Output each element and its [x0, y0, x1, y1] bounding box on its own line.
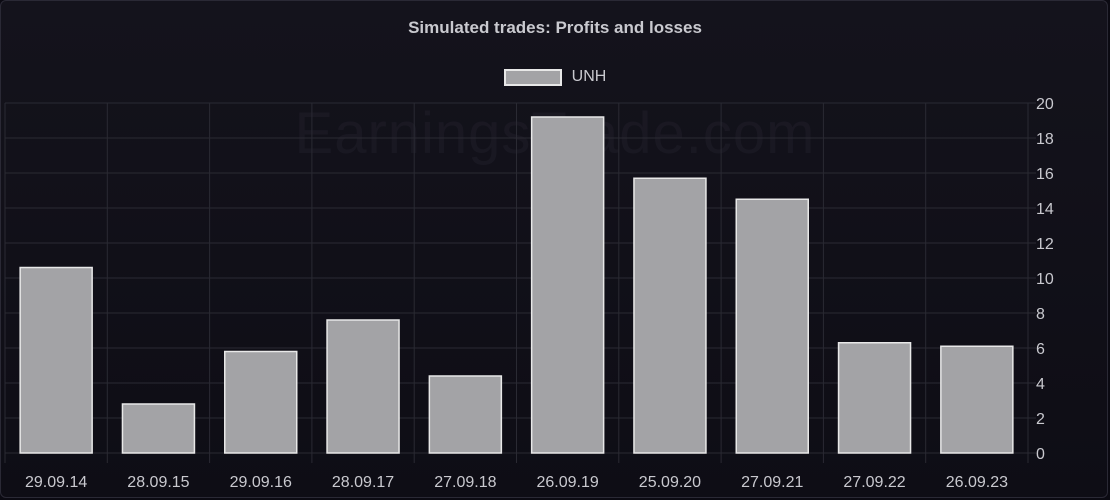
bar[interactable] [224, 350, 298, 454]
x-tick-label: 25.09.20 [639, 474, 701, 491]
bar[interactable] [326, 319, 400, 454]
bar[interactable] [837, 342, 912, 454]
y-axis-ticks: 0 2 4 6 8 10 12 14 16 18 20 [1036, 96, 1054, 463]
bar[interactable] [19, 266, 93, 454]
y-tick-label: 18 [1036, 131, 1054, 148]
chart-title: Simulated trades: Profits and losses [408, 18, 702, 37]
bar[interactable] [428, 375, 503, 454]
y-tick-label: 6 [1036, 341, 1045, 358]
x-tick-label: 29.09.16 [230, 474, 292, 491]
x-tick-label: 26.09.19 [537, 474, 599, 491]
bar[interactable] [940, 345, 1014, 454]
y-tick-label: 0 [1036, 446, 1045, 463]
bar[interactable] [530, 116, 605, 454]
y-tick-label: 8 [1036, 306, 1045, 323]
bars [19, 116, 1014, 454]
y-tick-label: 12 [1036, 236, 1054, 253]
y-tick-label: 10 [1036, 271, 1054, 288]
bar[interactable] [735, 198, 809, 454]
bar[interactable] [633, 177, 707, 454]
y-tick-label: 14 [1036, 201, 1054, 218]
x-tick-label: 27.09.22 [843, 474, 905, 491]
bar[interactable] [121, 403, 196, 454]
x-tick-label: 27.09.18 [434, 474, 496, 491]
x-tick-label: 28.09.17 [332, 474, 394, 491]
y-tick-label: 20 [1036, 96, 1054, 113]
legend-swatch[interactable] [503, 68, 562, 86]
legend-label[interactable]: UNH [571, 68, 607, 85]
y-tick-label: 16 [1036, 166, 1054, 183]
x-tick-label: 28.09.15 [127, 474, 189, 491]
y-tick-label: 4 [1036, 376, 1045, 393]
x-axis-ticks: 29.09.14 28.09.15 29.09.16 28.09.17 27.09.18… [25, 474, 1008, 491]
y-tick-label: 2 [1036, 411, 1045, 428]
x-tick-label: 27.09.21 [741, 474, 803, 491]
legend[interactable]: UNH [0, 68, 1110, 86]
x-tick-label: 26.09.23 [946, 474, 1008, 491]
x-tick-label: 29.09.14 [25, 474, 87, 491]
